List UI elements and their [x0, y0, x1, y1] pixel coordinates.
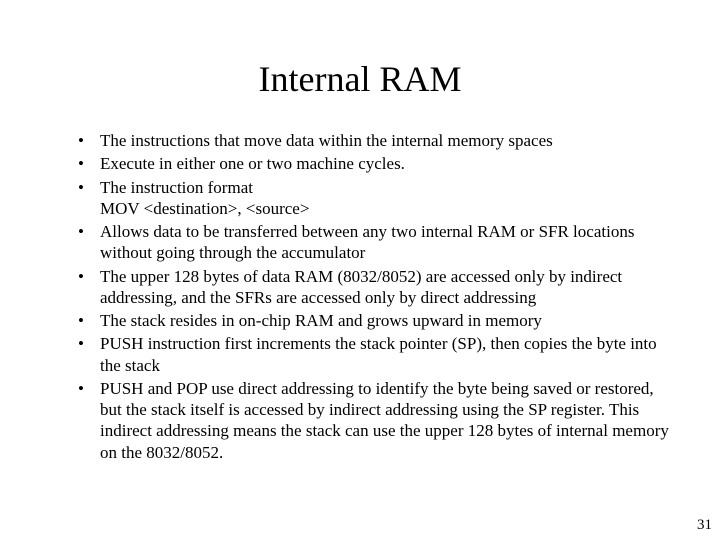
- list-item: PUSH instruction first increments the st…: [78, 333, 672, 376]
- page-number: 31: [697, 517, 712, 534]
- list-item: The upper 128 bytes of data RAM (8032/80…: [78, 266, 672, 309]
- list-item: The instructions that move data within t…: [78, 130, 672, 151]
- bullet-text: The upper 128 bytes of data RAM (8032/80…: [100, 267, 622, 307]
- bullet-text: The instructions that move data within t…: [100, 131, 553, 150]
- list-item: PUSH and POP use direct addressing to id…: [78, 378, 672, 463]
- list-item: Allows data to be transferred between an…: [78, 221, 672, 264]
- bullet-list: The instructions that move data within t…: [0, 130, 720, 463]
- slide-title: Internal RAM: [0, 0, 720, 130]
- bullet-text: Allows data to be transferred between an…: [100, 222, 634, 262]
- list-item: Execute in either one or two machine cyc…: [78, 153, 672, 174]
- list-item: The instruction format MOV <destination>…: [78, 177, 672, 220]
- bullet-text: The stack resides in on-chip RAM and gro…: [100, 311, 542, 330]
- bullet-text: PUSH instruction first increments the st…: [100, 334, 657, 374]
- bullet-text: The instruction format: [100, 178, 253, 197]
- bullet-subline: MOV <destination>, <source>: [100, 198, 672, 219]
- slide: Internal RAM The instructions that move …: [0, 0, 720, 540]
- bullet-text: PUSH and POP use direct addressing to id…: [100, 379, 669, 462]
- list-item: The stack resides in on-chip RAM and gro…: [78, 310, 672, 331]
- bullet-text: Execute in either one or two machine cyc…: [100, 154, 405, 173]
